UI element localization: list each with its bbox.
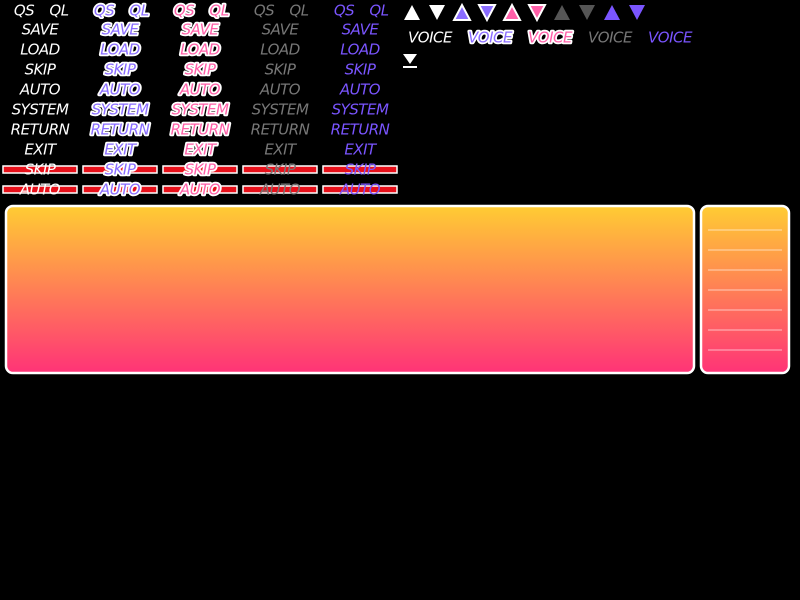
ql-button[interactable]: QL	[369, 2, 389, 20]
red-bar	[242, 185, 318, 194]
menu-button[interactable]: AUTO	[339, 181, 381, 199]
qs-button[interactable]: QS	[254, 2, 276, 20]
menu-button[interactable]: SAVE	[262, 21, 300, 39]
menu-button[interactable]: RETURN	[11, 121, 70, 139]
arrow-up[interactable]	[404, 5, 420, 20]
menu-button[interactable]: SAVE	[180, 19, 222, 41]
arrow-down[interactable]	[429, 5, 445, 20]
red-bar	[2, 185, 78, 194]
name-box	[699, 204, 791, 375]
menu-button[interactable]: RETURN	[331, 121, 390, 139]
menu-button[interactable]: RETURN	[251, 121, 310, 139]
qs-button[interactable]: QS	[92, 0, 117, 21]
menu-button[interactable]: AUTO	[97, 79, 143, 101]
arrow-down-end[interactable]	[403, 54, 417, 64]
qs-button[interactable]: QS	[334, 2, 356, 20]
menu-button[interactable]: LOAD	[340, 41, 380, 59]
ql-button[interactable]: QL	[208, 0, 231, 21]
menu-button[interactable]: SKIP	[265, 161, 298, 179]
menu-button[interactable]: AUTO	[19, 181, 61, 199]
menu-button[interactable]: EXIT	[344, 141, 378, 159]
voice-button[interactable]: VOICE	[466, 27, 515, 49]
arrow-down[interactable]	[579, 5, 595, 20]
menu-button[interactable]: SKIP	[345, 161, 378, 179]
menu-button[interactable]: SYSTEM	[12, 101, 70, 119]
voice-button[interactable]: VOICE	[588, 29, 633, 47]
ql-button[interactable]: QL	[128, 0, 151, 21]
message-box	[4, 204, 696, 375]
red-bar	[82, 165, 158, 174]
red-bar	[322, 165, 398, 174]
menu-button[interactable]: SYSTEM	[90, 99, 151, 121]
menu-button[interactable]: SYSTEM	[170, 99, 231, 121]
menu-button[interactable]: AUTO	[339, 81, 381, 99]
menu-button[interactable]: SAVE	[22, 21, 60, 39]
name-box-lines	[708, 229, 782, 351]
red-bar	[2, 165, 78, 174]
red-bar	[322, 185, 398, 194]
red-bar	[162, 185, 238, 194]
voice-button[interactable]: VOICE	[648, 29, 693, 47]
menu-button[interactable]: SKIP	[25, 61, 58, 79]
red-bar	[82, 185, 158, 194]
ql-button[interactable]: QL	[49, 2, 69, 20]
menu-button[interactable]: SKIP	[183, 59, 219, 81]
menu-button[interactable]: AUTO	[97, 179, 143, 201]
menu-button[interactable]: RETURN	[169, 119, 232, 141]
menu-button[interactable]: LOAD	[178, 39, 222, 61]
menu-button[interactable]: SYSTEM	[252, 101, 310, 119]
arrow-down[interactable]	[477, 4, 497, 23]
menu-button[interactable]: LOAD	[260, 41, 300, 59]
menu-button[interactable]: AUTO	[19, 81, 61, 99]
arrow-down[interactable]	[629, 5, 645, 20]
voice-button[interactable]: VOICE	[526, 27, 575, 49]
menu-button[interactable]: AUTO	[259, 81, 301, 99]
menu-button[interactable]: SKIP	[103, 59, 139, 81]
ql-button[interactable]: QL	[289, 2, 309, 20]
menu-button[interactable]: RETURN	[89, 119, 152, 141]
menu-button[interactable]: SYSTEM	[332, 101, 390, 119]
qs-button[interactable]: QS	[14, 2, 36, 20]
arrow-down[interactable]	[527, 4, 547, 23]
menu-button[interactable]: EXIT	[264, 141, 298, 159]
menu-button[interactable]: EXIT	[103, 139, 141, 161]
menu-button[interactable]: SAVE	[342, 21, 380, 39]
arrow-up[interactable]	[452, 2, 472, 21]
red-bar	[242, 165, 318, 174]
voice-button[interactable]: VOICE	[408, 29, 453, 47]
menu-button[interactable]: AUTO	[259, 181, 301, 199]
menu-button[interactable]: SKIP	[345, 61, 378, 79]
menu-button[interactable]: EXIT	[183, 139, 221, 161]
arrow-up[interactable]	[604, 5, 620, 20]
menu-button[interactable]: EXIT	[24, 141, 58, 159]
red-bar	[162, 165, 238, 174]
qs-button[interactable]: QS	[172, 0, 197, 21]
menu-button[interactable]: SKIP	[25, 161, 58, 179]
menu-button[interactable]: SKIP	[183, 159, 219, 181]
menu-button[interactable]: SAVE	[100, 19, 142, 41]
menu-button[interactable]: SKIP	[103, 159, 139, 181]
menu-button[interactable]: AUTO	[177, 179, 223, 201]
menu-button[interactable]: LOAD	[20, 41, 60, 59]
arrow-underline	[403, 66, 417, 68]
arrow-up[interactable]	[502, 2, 522, 21]
menu-button[interactable]: SKIP	[265, 61, 298, 79]
menu-button[interactable]: AUTO	[177, 79, 223, 101]
arrow-up[interactable]	[554, 5, 570, 20]
menu-button[interactable]: LOAD	[98, 39, 142, 61]
